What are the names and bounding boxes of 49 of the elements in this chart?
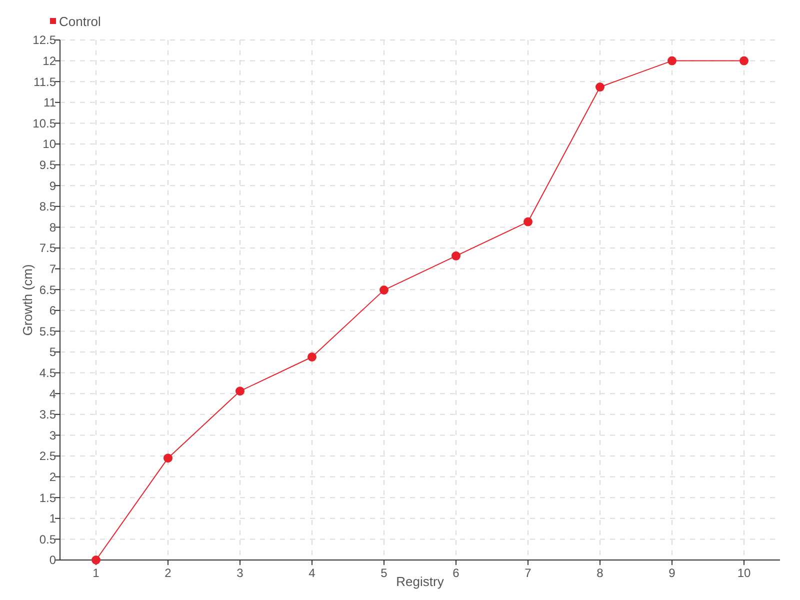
x-tick-label: 5 bbox=[380, 566, 388, 580]
legend-label: Control bbox=[59, 14, 102, 29]
point bbox=[524, 217, 532, 226]
y-tick-label: 2.5 bbox=[39, 449, 56, 464]
x-tick-label: 10 bbox=[737, 566, 751, 580]
x-tick-label: 8 bbox=[596, 566, 604, 580]
point bbox=[380, 286, 388, 295]
y-tick-label: 0 bbox=[49, 553, 56, 568]
y-axis-title: Growth (cm) bbox=[20, 264, 35, 336]
y-tick-label: 4.5 bbox=[39, 366, 56, 380]
x-tick-label: 1 bbox=[92, 566, 100, 580]
y-tick-label: 12 bbox=[42, 54, 56, 68]
x-tick-label: 3 bbox=[236, 566, 244, 580]
y-tick-label: 5 bbox=[49, 345, 56, 360]
point bbox=[596, 82, 604, 92]
point bbox=[164, 454, 172, 463]
x-axis-title: Registry bbox=[396, 574, 444, 589]
x-tick-label: 9 bbox=[668, 566, 676, 580]
y-tick-label: 8.5 bbox=[39, 200, 56, 214]
y-tick-label: 8 bbox=[49, 220, 56, 234]
x-tick-label: 7 bbox=[524, 566, 532, 580]
y-tick-label: 11 bbox=[44, 96, 56, 110]
x-tick-label: 6 bbox=[452, 566, 460, 580]
y-tick-label: 6.5 bbox=[39, 282, 56, 297]
y-tick-label: 2 bbox=[49, 470, 56, 484]
y-tick-label: 11.5 bbox=[34, 74, 56, 89]
x-tick-label: 4 bbox=[308, 566, 316, 580]
y-tick-label: 10 bbox=[42, 137, 56, 152]
point bbox=[740, 56, 748, 66]
y-tick-label: 3 bbox=[49, 428, 56, 442]
y-tick-label: 9 bbox=[49, 178, 56, 193]
point bbox=[92, 556, 100, 564]
point bbox=[308, 352, 316, 362]
y-tick-label: 0.5 bbox=[39, 532, 56, 546]
y-tick-label: 9.5 bbox=[39, 158, 56, 172]
y-tick-label: 6 bbox=[49, 304, 56, 318]
y-tick-label: 4 bbox=[49, 386, 56, 401]
y-tick-label: 7 bbox=[49, 262, 56, 276]
y-tick-label: 12.5 bbox=[32, 33, 56, 48]
y-tick-label: 7.5 bbox=[39, 241, 56, 256]
point bbox=[668, 56, 676, 66]
y-tick-label: 1.5 bbox=[39, 490, 56, 505]
y-tick-label: 10.5 bbox=[32, 116, 56, 130]
y-tick-label: 3.5 bbox=[39, 408, 56, 422]
x-tick-label: 2 bbox=[164, 566, 172, 580]
point bbox=[236, 386, 244, 396]
y-tick-label: 1 bbox=[49, 512, 56, 526]
point bbox=[452, 251, 460, 260]
y-tick-label: 5.5 bbox=[39, 324, 56, 338]
